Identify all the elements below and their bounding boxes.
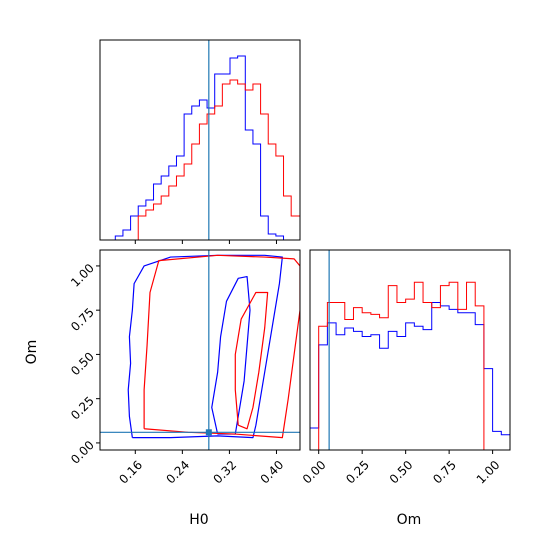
om-hist-xtick-label: 0.25 — [343, 458, 372, 487]
contour-frame — [99, 249, 301, 451]
om-ytick-label: 0.50 — [68, 349, 97, 378]
om-histogram-series-group — [310, 250, 510, 450]
om-histogram-step-blue — [310, 302, 510, 450]
contour-blue-1 — [211, 275, 251, 435]
h0-histogram-step-red — [100, 79, 300, 240]
om-axis-label-joint: Om — [24, 340, 40, 365]
om-histogram-panel: 0.00 0.25 0.50 0.75 1.00 — [300, 249, 511, 487]
om-ytick-label: 0.25 — [68, 394, 97, 423]
om-hist-xtick-label: 0.00 — [300, 458, 329, 487]
h0-histogram-frame — [99, 39, 301, 241]
om-ytick-label: 0.75 — [68, 305, 97, 334]
h0-histogram-step-blue — [100, 55, 300, 240]
om-axis-label-right: Om — [397, 512, 422, 528]
h0-histogram-series-group — [100, 40, 300, 240]
h0-xtick-label: 0.24 — [163, 458, 192, 487]
h0-om-contour-panel: 0.16 0.24 0.32 0.40 0.00 0.25 0.50 0.75 1.00 — [68, 249, 301, 487]
om-ytick-label: 0.00 — [68, 438, 97, 467]
om-hist-xtick-label: 0.75 — [430, 458, 459, 487]
contour-blue-0 — [127, 254, 283, 439]
h0-xtick-label: 0.16 — [116, 458, 145, 487]
h0-histogram-panel — [99, 39, 301, 244]
om-hist-xtick-label: 0.50 — [387, 458, 416, 487]
om-histogram-step-red — [310, 281, 510, 450]
joint-truth-marker — [205, 429, 212, 436]
contour-red-0 — [143, 254, 300, 439]
om-histogram-frame — [309, 249, 511, 451]
h0-axis-label: H0 — [189, 512, 208, 528]
contour-red-1 — [234, 291, 269, 430]
om-hist-xtick-label: 1.00 — [474, 458, 503, 487]
contour-series-group — [100, 250, 300, 450]
om-ytick-label: 1.00 — [68, 261, 97, 290]
h0-xtick-label: 0.40 — [258, 458, 287, 487]
h0-xtick-label: 0.32 — [211, 458, 240, 487]
